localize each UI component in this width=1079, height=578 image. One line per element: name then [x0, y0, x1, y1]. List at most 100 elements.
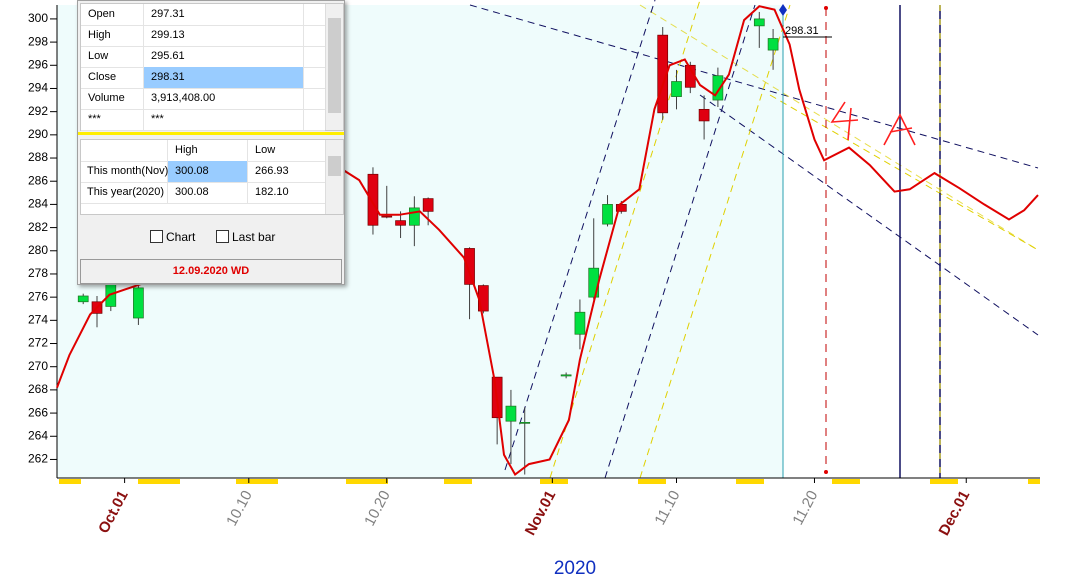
y-tick-label: 290: [28, 127, 48, 141]
quote-field: Volume: [81, 88, 144, 109]
candle-body: [133, 287, 144, 319]
footer: 12.09.2020 WD: [80, 259, 342, 284]
candle-body: [574, 311, 586, 335]
y-tick-label: 278: [28, 266, 48, 280]
y-tick-label: 284: [28, 197, 48, 211]
range-value: 182.10: [248, 182, 328, 203]
y-tick-label: 274: [28, 313, 48, 327]
range-value: 300.08: [168, 161, 248, 182]
y-tick-label: 264: [28, 428, 48, 442]
quote-value: ***: [144, 109, 304, 130]
x-tick-label: 10.20: [361, 488, 394, 529]
range-table: High Low This month(Nov) 300.08 266.93 This y…: [80, 139, 344, 215]
y-tick-label: 272: [28, 336, 48, 350]
quote-field: High: [81, 25, 144, 46]
candle-body: [519, 422, 531, 424]
quote-row: Volume 3,913,408.00: [81, 88, 325, 110]
quote-value: 295.61: [144, 46, 304, 67]
candle-body: [409, 207, 420, 226]
quote-table: Open 297.31 High 299.13 Low 295.61 Close 298.31…: [80, 3, 344, 131]
quote-row: Close 298.31: [81, 67, 325, 89]
quote-field: Low: [81, 46, 144, 67]
scroll-thumb: [328, 156, 341, 176]
candle-body: [657, 34, 669, 114]
candle-body: [588, 267, 600, 298]
x-tick-label: Dec.01: [936, 488, 974, 539]
checkbox[interactable]: Last bar: [216, 230, 275, 244]
scrollbar: [325, 4, 343, 130]
handwriting: [830, 101, 916, 146]
quote-row: Low 295.61: [81, 46, 325, 68]
range-label: This year(2020): [81, 182, 168, 203]
quote-value: 3,913,408.00: [144, 88, 304, 109]
candle-body: [381, 215, 393, 218]
quote-row: Open 297.31: [81, 4, 325, 26]
marker-dot: [824, 6, 828, 10]
candle-body: [671, 81, 682, 97]
separator: [78, 132, 344, 135]
candle-body: [767, 38, 779, 51]
marker-dot: [824, 470, 828, 474]
y-tick-label: 262: [28, 452, 48, 466]
y-tick-label: 300: [28, 11, 48, 25]
x-tick-label: Oct.01: [95, 488, 132, 536]
candle-body: [505, 405, 517, 422]
range-row: This month(Nov) 300.08 266.93: [81, 161, 328, 183]
candle-body: [464, 248, 475, 285]
x-tick-label: 11.20: [789, 488, 821, 528]
quote-row: High 299.13: [81, 25, 325, 47]
last-price-label: 298.31: [785, 25, 819, 37]
candle-body: [560, 374, 572, 377]
y-tick-label: 270: [28, 359, 48, 373]
y-tick-label: 280: [28, 243, 48, 257]
column-header: High: [168, 140, 248, 161]
last-bar-marker: [779, 4, 787, 16]
y-tick-label: 294: [28, 81, 48, 95]
candle-body: [367, 173, 379, 226]
y-tick-label: 288: [28, 150, 48, 164]
quote-field: Close: [81, 67, 144, 88]
scroll-thumb: [328, 18, 341, 113]
candle-body: [753, 18, 765, 27]
quote-row: *** ***: [81, 109, 325, 131]
checkbox-label: Chart: [166, 230, 196, 244]
y-tick-label: 282: [28, 220, 48, 234]
info-panel: Open 297.31 High 299.13 Low 295.61 Close 298.31…: [77, 0, 345, 285]
candle-body: [422, 198, 434, 212]
quote-value: 299.13: [144, 25, 304, 46]
y-tick-label: 298: [28, 34, 48, 48]
scrollbar: [325, 140, 343, 214]
y-tick-label: 292: [28, 104, 48, 118]
checkbox[interactable]: Chart: [150, 230, 195, 244]
y-tick-label: 286: [28, 173, 48, 187]
range-value: 300.08: [168, 182, 248, 203]
x-tick-label: 10.10: [223, 488, 256, 529]
quote-value: 297.31: [144, 4, 304, 25]
y-tick-label: 276: [28, 289, 48, 303]
y-tick-label: 268: [28, 382, 48, 396]
trend-lines: [469, 0, 1039, 479]
x-axis-label: 2020: [554, 558, 596, 578]
checkbox-label: Last bar: [232, 230, 276, 244]
range-value: 266.93: [248, 161, 328, 182]
candle-body: [602, 204, 613, 225]
x-tick-label: 11.10: [651, 488, 683, 528]
candle-body: [712, 75, 724, 101]
y-tick-label: 296: [28, 57, 48, 71]
candle-body: [77, 295, 89, 303]
quote-field: Open: [81, 4, 144, 25]
axis-markers: [59, 479, 1040, 484]
y-tick-label: 266: [28, 405, 48, 419]
blank-cell: [81, 140, 168, 161]
quote-value: 298.31: [144, 67, 304, 88]
x-tick-label: Nov.01: [522, 488, 560, 538]
overlay-line: [56, 5, 1039, 476]
range-row: This year(2020) 300.08 182.10: [81, 182, 328, 204]
range-header: High Low: [81, 140, 328, 162]
column-header: Low: [248, 140, 328, 161]
candle-body: [698, 108, 710, 122]
range-label: This month(Nov): [81, 161, 168, 182]
quote-field: ***: [81, 109, 144, 130]
candle-body: [395, 220, 406, 226]
